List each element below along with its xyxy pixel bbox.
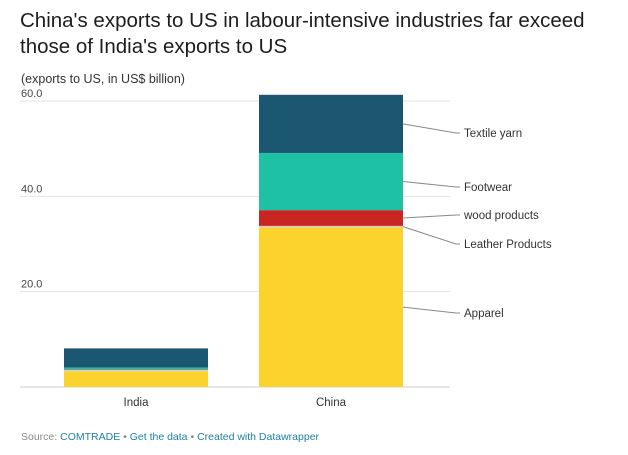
bar-segment-india-leather-products [64,369,208,372]
get-data-link[interactable]: Get the data [129,431,188,443]
source-link[interactable]: COMTRADE [60,431,121,443]
legend-leader-line [402,123,460,134]
legend-label: wood products [463,210,539,222]
legend-label: Leather Products [464,239,552,251]
bars-layer [64,94,403,387]
legend-leader-line [402,306,460,314]
x-category-label: India [124,397,150,409]
y-tick-label: 60.0 [21,88,42,100]
bar-segment-india-footwear [64,367,208,370]
y-tick-label: 40.0 [21,183,42,195]
legend-label: Textile yarn [464,128,522,140]
legend-label: Footwear [464,182,512,194]
chart-subtitle: (exports to US, in US$ billion) [21,72,185,86]
datawrapper-link[interactable]: Created with Datawrapper [197,431,320,443]
bar-segment-china-textile-yarn [259,94,403,153]
category-axis: India China [124,397,347,409]
bar-segment-china-footwear [259,152,403,211]
legend-leader-line [402,214,460,219]
footer-separator: • [190,431,195,443]
chart-title: China's exports to US in labour-intensiv… [20,9,585,58]
chart-footer: Source: COMTRADE • Get the data • Create… [21,431,319,443]
bar-segment-india-apparel [64,371,208,387]
legend-layer: Apparel Leather Products wood products Foot… [402,123,552,320]
bar-segment-china-leather-products [259,225,403,228]
legend-label: Apparel [464,308,504,320]
source-prefix: Source: [21,431,58,443]
y-tick-label: 20.0 [21,279,42,291]
x-category-label: China [316,397,347,409]
legend-leader-line [402,226,460,245]
footer-separator: • [123,431,127,443]
legend-leader-line [402,181,460,188]
bar-segment-china-apparel [259,227,403,387]
bar-segment-china-wood-products [259,210,403,226]
bar-segment-india-textile-yarn [64,348,208,368]
